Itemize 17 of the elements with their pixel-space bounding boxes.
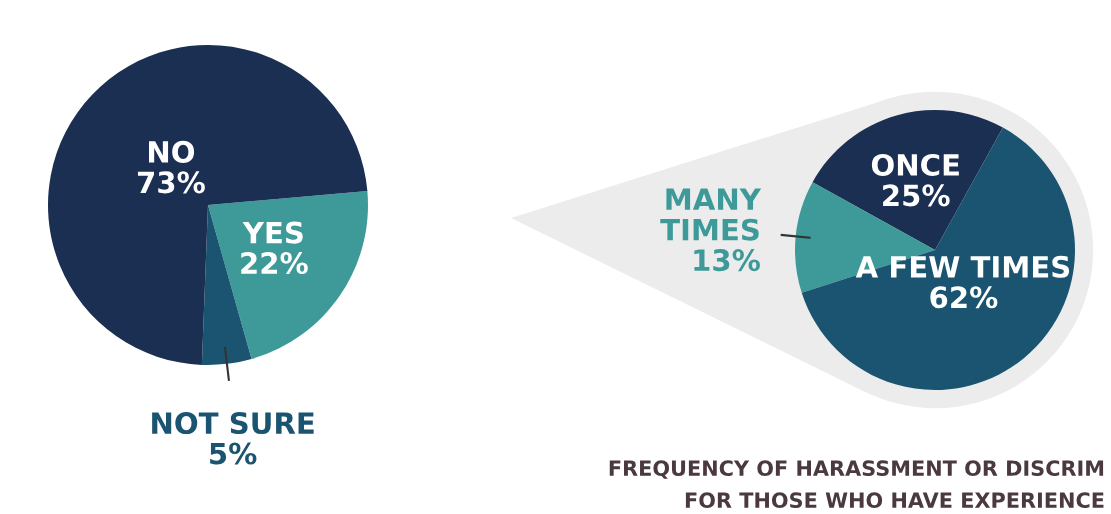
slice-label: NO [149,140,195,163]
pie-slice [208,191,368,359]
data-label: 5% [210,442,257,465]
slice-label: YES [242,221,303,244]
text: FREQUENCY OF HARASSMENT OR DISCRIM [609,460,1104,479]
data-label: 25% [883,184,950,207]
data-label: 13% [694,249,760,272]
data-label: 73% [137,171,205,194]
slice-label: NOT SURE [152,412,314,435]
slice-label: A FEW TIMES [855,255,1070,278]
data-label: 62% [930,286,998,309]
pie-slice [48,45,368,365]
slice-label: ONCE [871,153,959,176]
slice-label: MANY TIMES [660,188,762,241]
text: FOR THOSE WHO HAVE EXPERIENCE [685,492,1104,509]
pie-slice [801,127,1075,390]
data-label: 22% [241,252,308,275]
